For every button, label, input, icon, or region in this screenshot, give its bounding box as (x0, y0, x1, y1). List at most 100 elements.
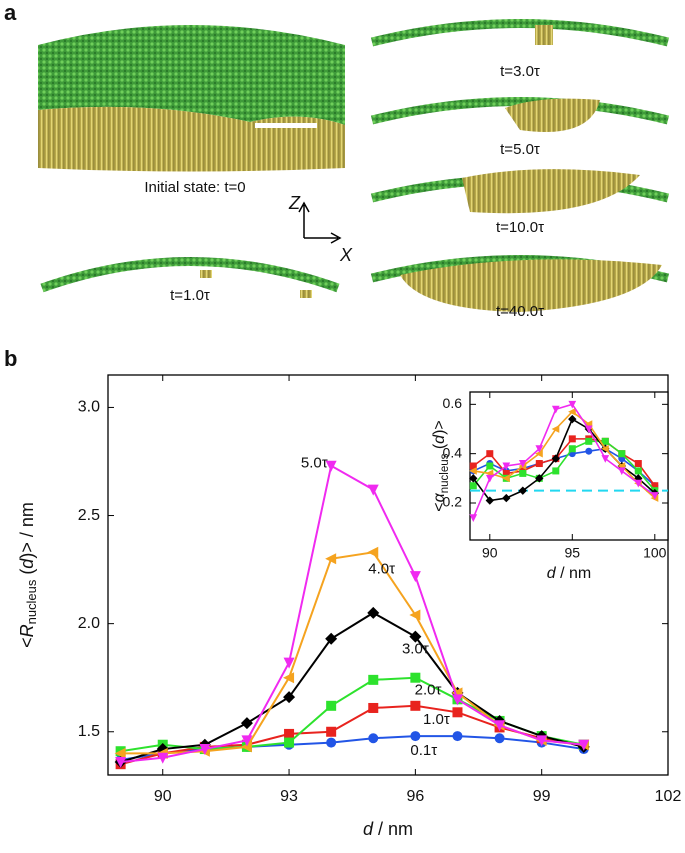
snapshot-label: t=3.0τ (500, 63, 540, 80)
y-axis-label: <Rnucleus (d)> / nm (17, 502, 40, 648)
marker (494, 733, 505, 744)
y-tick-label: 3.0 (78, 399, 100, 416)
marker (551, 425, 560, 433)
marker (325, 460, 337, 472)
x-tick-label: 99 (533, 788, 551, 805)
snapshot-label: t=5.0τ (500, 141, 540, 158)
x-tick-label: 90 (482, 545, 498, 561)
marker (367, 546, 379, 558)
snapshot-label: t=1.0τ (170, 287, 210, 304)
snapshot-label: t=10.0τ (496, 219, 544, 236)
marker (452, 731, 463, 742)
y-tick-label: 0.6 (443, 395, 463, 411)
y-tick-label: 1.5 (78, 723, 100, 740)
curve-label: 4.0τ (368, 561, 395, 578)
y-axis-label-part: )> / nm (17, 502, 37, 559)
marker (634, 460, 642, 468)
marker (502, 469, 510, 477)
marker (601, 444, 609, 453)
marker (552, 467, 560, 475)
marker (469, 462, 477, 470)
marker (284, 728, 295, 739)
x-tick-label: 93 (280, 788, 298, 805)
marker (502, 493, 511, 503)
x-axis-label-unit: / nm (556, 565, 592, 582)
y-axis-label-part: )> (431, 420, 448, 435)
crystal-fragments (200, 25, 662, 312)
marker (585, 447, 593, 455)
marker (410, 731, 421, 742)
marker (326, 700, 337, 711)
marker (367, 606, 380, 619)
marker (409, 609, 421, 621)
marker (485, 474, 494, 483)
marker (634, 467, 642, 475)
y-tick-label: 0.4 (443, 444, 463, 460)
marker (518, 460, 527, 468)
marker (199, 744, 211, 756)
marker (584, 425, 593, 434)
marker (240, 741, 252, 753)
marker (410, 700, 421, 711)
y-axis-label-var: R (17, 624, 37, 637)
marker (469, 474, 478, 483)
y-axis-label: <αnucleus (d)> (431, 420, 451, 512)
y-axis-label-var: d (17, 558, 37, 569)
axis-z: Z (288, 193, 301, 213)
y-axis-label-part: < (17, 637, 37, 648)
marker (325, 632, 338, 645)
y-axis-label-sub: nucleus (24, 579, 39, 624)
y-tick-label: 0.2 (443, 494, 463, 510)
marker (568, 414, 577, 424)
marker (326, 726, 337, 737)
marker (502, 474, 510, 483)
marker (469, 467, 477, 475)
marker (634, 479, 643, 488)
y-tick-label: 2.0 (78, 615, 100, 632)
marker (240, 717, 253, 730)
marker (535, 460, 543, 468)
y-axis-label-part: ( (431, 443, 448, 453)
y-axis-label-sub: nucleus (439, 453, 451, 493)
marker (241, 735, 253, 747)
marker (518, 486, 527, 495)
marker (568, 400, 577, 409)
marker (367, 484, 379, 496)
marker (634, 474, 643, 483)
y-axis-label-part: ( (17, 569, 37, 580)
marker (578, 739, 590, 751)
marker (617, 467, 626, 476)
marker (368, 702, 379, 713)
marker (650, 492, 659, 500)
curve-label: 0.1τ (410, 742, 437, 759)
marker (535, 445, 544, 453)
series-line (120, 464, 584, 764)
marker (486, 450, 494, 458)
x-tick-label: 96 (406, 788, 424, 805)
marker (568, 407, 576, 416)
panel-label: a (4, 0, 17, 25)
marker (568, 435, 576, 443)
marker (535, 449, 543, 458)
marker (485, 496, 494, 505)
y-axis-label-var: d (431, 434, 448, 444)
marker (284, 737, 295, 748)
marker (601, 455, 610, 463)
axes-glyph (298, 201, 342, 244)
y-axis-label-part: < (431, 502, 448, 511)
x-axis-label-unit: / nm (373, 819, 413, 839)
marker (452, 707, 463, 718)
marker (410, 672, 421, 683)
curve-label: 3.0τ (402, 641, 429, 658)
marker (551, 454, 560, 463)
marker (585, 437, 593, 445)
curve-label: 2.0τ (415, 682, 442, 699)
marker (551, 405, 560, 414)
marker (535, 474, 544, 483)
x-axis-label-var: d (547, 565, 557, 582)
x-tick-label: 100 (643, 545, 667, 561)
marker (536, 735, 548, 747)
marker (283, 672, 295, 684)
marker (115, 757, 127, 769)
